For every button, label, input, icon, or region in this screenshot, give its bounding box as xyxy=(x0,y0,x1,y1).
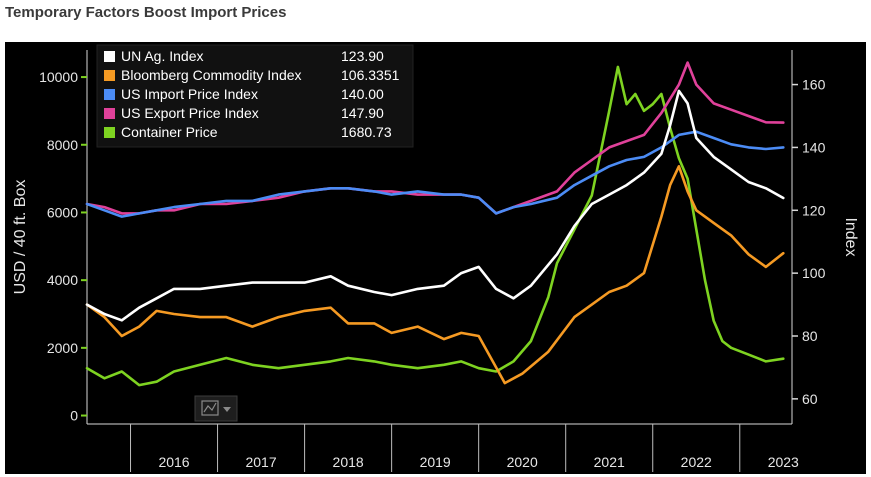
legend-series-name: Container Price xyxy=(121,124,218,140)
series-layer xyxy=(85,61,785,387)
legend-swatch xyxy=(104,108,115,119)
line-chart-icon xyxy=(201,400,219,416)
left-axis: 0 2000 4000 6000 8000 10000 USD / 40 ft. Box xyxy=(12,50,88,424)
x-tick-label: 2020 xyxy=(507,454,538,470)
left-tick-label: 4000 xyxy=(47,272,78,288)
chart-panel: 0 2000 4000 6000 8000 10000 USD / 40 ft. Box 6… xyxy=(5,42,866,474)
left-axis-title: USD / 40 ft. Box xyxy=(12,180,29,295)
right-tick-label: 100 xyxy=(802,265,826,281)
x-tick-label: 2018 xyxy=(333,454,364,470)
x-tick-label: 2016 xyxy=(158,454,189,470)
legend-series-name: UN Ag. Index xyxy=(121,48,204,64)
legend-background xyxy=(96,44,414,148)
series-line-container-price xyxy=(85,65,785,387)
x-tick-label: 2021 xyxy=(594,454,625,470)
right-tick-label: 160 xyxy=(802,77,826,93)
line-chart-icon-glyph xyxy=(203,402,217,413)
left-tick-label: 8000 xyxy=(47,137,78,153)
right-tick-label: 60 xyxy=(802,391,818,407)
legend-swatch xyxy=(104,89,115,100)
legend-swatch xyxy=(104,51,115,62)
x-tick-label: 2017 xyxy=(245,454,276,470)
legend-series-value: 106.3351 xyxy=(341,67,400,83)
left-tick-label: 6000 xyxy=(47,204,78,220)
series-line-un-ag-index xyxy=(85,89,785,322)
legend-series-name: Bloomberg Commodity Index xyxy=(121,67,302,83)
x-tick-label: 2022 xyxy=(681,454,712,470)
right-axis: 60 80 100 120 140 160 Index xyxy=(791,50,859,424)
right-axis-title: Index xyxy=(842,217,859,256)
x-tick-label: 2019 xyxy=(420,454,451,470)
page-title: Temporary Factors Boost Import Prices xyxy=(5,4,287,21)
right-tick-label: 80 xyxy=(802,328,818,344)
series-line-us-import-price-index xyxy=(85,130,785,218)
chart-type-button[interactable] xyxy=(194,395,238,422)
x-tick-label: 2023 xyxy=(768,454,799,470)
legend-swatch xyxy=(104,70,115,81)
right-tick-label: 120 xyxy=(802,202,826,218)
legend-swatch xyxy=(104,127,115,138)
legend: UN Ag. Index 123.90 Bloomberg Commodity In… xyxy=(96,44,414,148)
chart-toolbar[interactable] xyxy=(194,395,238,422)
line-chart: 0 2000 4000 6000 8000 10000 USD / 40 ft. Box 6… xyxy=(12,44,859,472)
series-line-bloomberg-commodity-index xyxy=(85,165,785,385)
x-axis: 2016 2017 2018 2019 2020 2021 2022 2023 xyxy=(87,423,799,472)
legend-series-value: 1680.73 xyxy=(341,124,392,140)
caret-down-icon[interactable] xyxy=(223,407,231,412)
legend-series-value: 140.00 xyxy=(341,86,384,102)
legend-series-name: US Export Price Index xyxy=(121,105,259,121)
right-tick-label: 140 xyxy=(802,139,826,155)
left-tick-label: 10000 xyxy=(39,69,78,85)
legend-series-value: 123.90 xyxy=(341,48,384,64)
legend-series-value: 147.90 xyxy=(341,105,384,121)
legend-series-name: US Import Price Index xyxy=(121,86,258,102)
left-tick-label: 0 xyxy=(70,408,78,424)
left-tick-label: 2000 xyxy=(47,340,78,356)
